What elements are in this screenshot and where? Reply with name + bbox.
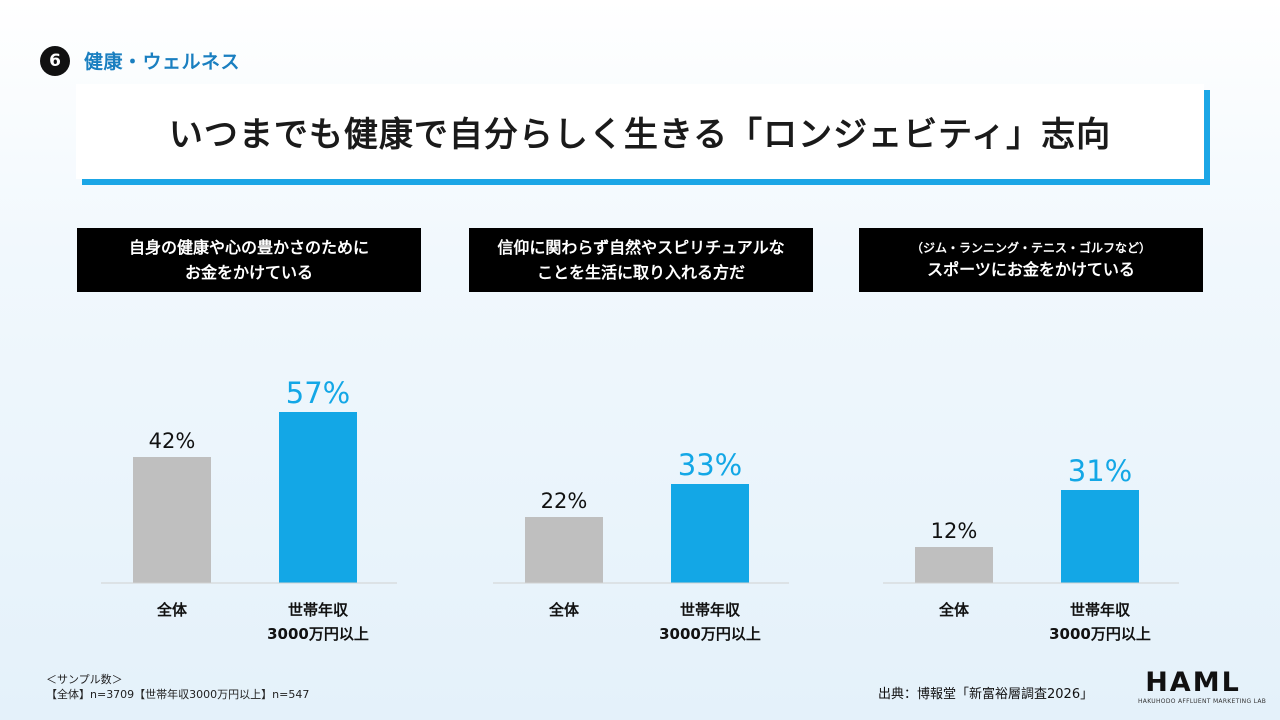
chart-3-category-label-2: 世帯年収 <box>1070 601 1131 619</box>
sample-size-detail: 【全体】n=3709【世帯年収3000万円以上】n=547 <box>46 688 310 701</box>
chart-3-category-label-1: 全体 <box>938 601 970 619</box>
section-label: 健康・ウェルネス <box>84 51 241 73</box>
chart-3-category-label-2: 3000万円以上 <box>1049 625 1151 643</box>
section-number-badge: 6 <box>40 46 70 76</box>
chart-1-category-label-1: 全体 <box>156 601 188 619</box>
chart-2-bar-2 <box>671 484 749 583</box>
chart-2-title-line-2: ことを生活に取り入れる方だ <box>536 263 745 282</box>
page-title: いつまでも健康で自分らしく生きる「ロンジェビティ」志向 <box>168 115 1112 155</box>
chart-1-value-label-2: 57% <box>286 376 350 410</box>
chart-2-category-label-2: 3000万円以上 <box>659 625 761 643</box>
chart-2-category-label-2: 世帯年収 <box>680 601 741 619</box>
chart-3-header: （ジム・ランニング・テニス・ゴルフなど） スポーツにお金をかけている <box>859 228 1203 292</box>
chart-1-category-label-2: 世帯年収 <box>288 601 349 619</box>
chart-1-title-line-2: お金をかけている <box>184 263 313 282</box>
source-note: 出典：博報堂「新富裕層調査2026」 <box>878 687 1094 702</box>
chart-3-title-line-1: （ジム・ランニング・テニス・ゴルフなど） <box>910 240 1151 255</box>
chart-2-svg: 22% 全体 33% 世帯年収 3000万円以上 <box>493 448 789 643</box>
chart-2-value-label-1: 22% <box>541 489 588 513</box>
chart-1-category-label-2: 3000万円以上 <box>267 625 369 643</box>
logo-main-text: HAML <box>1145 667 1241 698</box>
chart-3-value-label-1: 12% <box>931 519 978 543</box>
title-box: いつまでも健康で自分らしく生きる「ロンジェビティ」志向 <box>76 84 1204 179</box>
chart-3-bar-2 <box>1061 490 1139 583</box>
chart-panel-3: （ジム・ランニング・テニス・ゴルフなど） スポーツにお金をかけている 12% 全体… <box>859 228 1203 658</box>
chart-1-svg: 42% 全体 57% 世帯年収 3000万円以上 <box>101 376 397 643</box>
logo-sub-text: HAKUHODO AFFLUENT MARKETING LAB <box>1138 698 1267 705</box>
chart-3-value-label-2: 31% <box>1068 454 1132 488</box>
chart-2-header: 信仰に関わらず自然やスピリチュアルな ことを生活に取り入れる方だ <box>469 228 813 292</box>
chart-2-category-label-1: 全体 <box>548 601 580 619</box>
chart-1-value-label-1: 42% <box>149 429 196 453</box>
chart-2-value-label-2: 33% <box>678 448 742 482</box>
chart-2-title-line-1: 信仰に関わらず自然やスピリチュアルな <box>497 238 785 257</box>
chart-3-svg: 12% 全体 31% 世帯年収 3000万円以上 <box>883 454 1179 643</box>
sample-size-title: ＜サンプル数＞ <box>46 673 123 686</box>
chart-panel-2: 信仰に関わらず自然やスピリチュアルな ことを生活に取り入れる方だ 22% 全体 33… <box>469 228 813 658</box>
chart-3-bar-1 <box>915 547 993 583</box>
chart-1-bar-1 <box>133 457 211 583</box>
chart-panel-1: 自身の健康や心の豊かさのために お金をかけている 42% 全体 57% 世帯年収 300… <box>77 228 421 658</box>
chart-1-bar-2 <box>279 412 357 583</box>
chart-1-title-line-1: 自身の健康や心の豊かさのために <box>128 238 369 257</box>
chart-3-title-line-2: スポーツにお金をかけている <box>927 259 1135 279</box>
haml-logo: HAML HAKUHODO AFFLUENT MARKETING LAB <box>1138 667 1267 706</box>
chart-2-bar-1 <box>525 517 603 583</box>
sample-size-note: ＜サンプル数＞ 【全体】n=3709【世帯年収3000万円以上】n=547 <box>46 672 309 702</box>
chart-1-header: 自身の健康や心の豊かさのために お金をかけている <box>77 228 421 292</box>
